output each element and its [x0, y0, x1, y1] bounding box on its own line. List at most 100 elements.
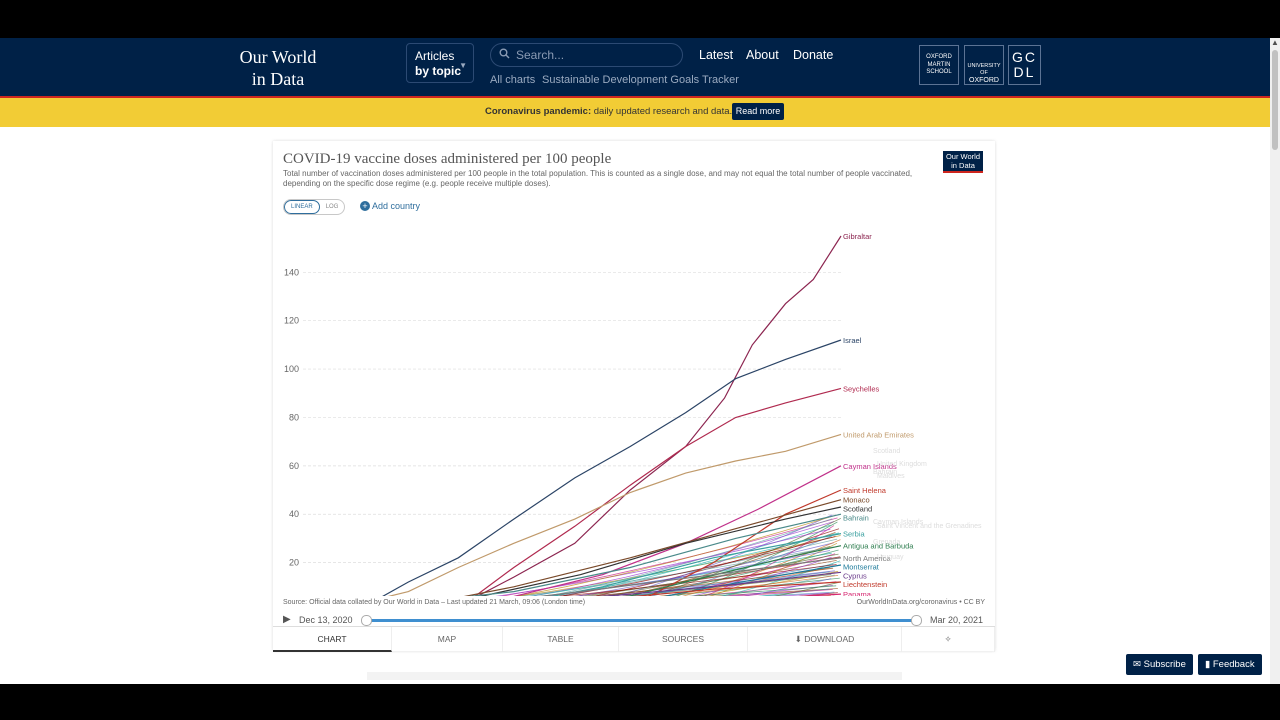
series-label: Cayman Islands: [843, 462, 897, 471]
share-button[interactable]: ✧: [902, 627, 995, 652]
banner-bold: Coronavirus pandemic:: [485, 106, 592, 117]
y-tick-label: 40: [289, 509, 299, 519]
download-icon: ⬇: [794, 634, 805, 644]
series-line: [479, 506, 842, 596]
background-country-line: [743, 578, 832, 596]
play-icon[interactable]: ▶: [283, 614, 291, 625]
background-country-line: [719, 574, 835, 596]
chart-tabs: CHART MAP TABLE SOURCES ⬇ DOWNLOAD ✧: [273, 626, 995, 652]
series-label: United Arab Emirates: [843, 430, 914, 439]
tab-map[interactable]: MAP: [392, 627, 503, 652]
background-country-line: [528, 532, 839, 596]
series-label: Israel: [843, 336, 862, 345]
y-tick-label: 80: [289, 412, 299, 422]
y-tick-label: 100: [284, 364, 299, 374]
timeline-end: Mar 20, 2021: [929, 615, 983, 625]
site-logo[interactable]: Our World in Data: [228, 46, 328, 90]
background-country-line: [530, 521, 835, 596]
logo-line-1: Our World: [239, 47, 317, 67]
background-country-line: [560, 524, 831, 596]
tab-download[interactable]: ⬇ DOWNLOAD: [748, 627, 902, 652]
series-label: Cyprus: [843, 571, 867, 580]
tab-chart[interactable]: CHART: [273, 627, 392, 652]
background-country-line: [558, 536, 836, 596]
feedback-button[interactable]: ▮ Feedback: [1198, 654, 1262, 675]
mail-icon: ✉: [1133, 659, 1144, 670]
series-line: [463, 499, 842, 596]
partner3-line1: GC: [1012, 49, 1037, 65]
add-country-label: Add country: [372, 201, 421, 211]
top-navigation: Our World in Data Articles by topic ▼ Se…: [0, 38, 1270, 96]
share-icon: ✧: [944, 634, 952, 644]
scrollbar-thumb[interactable]: [1272, 50, 1278, 150]
subscribe-button[interactable]: ✉ Subscribe: [1126, 654, 1193, 675]
banner-rest: daily updated research and data.: [591, 106, 733, 117]
linear-toggle[interactable]: LINEAR: [284, 200, 320, 214]
articles-by-topic-button[interactable]: Articles by topic ▼: [406, 43, 474, 83]
nav-latest[interactable]: Latest: [699, 48, 734, 62]
log-toggle[interactable]: LOG: [325, 204, 339, 210]
university-of-oxford-logo[interactable]: UNIVERSITY OF OXFORD: [964, 45, 1004, 85]
plus-icon: +: [360, 201, 370, 211]
gcdl-logo[interactable]: GC DL: [1008, 45, 1041, 85]
tab-sources[interactable]: SOURCES: [619, 627, 748, 652]
series-line: [538, 557, 842, 596]
faded-series-label: Saint Vincent and the Grenadines: [877, 523, 982, 530]
background-country-line: [757, 588, 830, 596]
scroll-up-icon[interactable]: ▲: [1271, 38, 1279, 47]
background-country-line: [658, 575, 839, 596]
background-country-line: [650, 535, 833, 596]
faded-series-label: Scotland: [873, 448, 900, 455]
series-line: [648, 489, 842, 596]
faded-series-label: Bahrain: [873, 469, 897, 476]
series-line: [468, 513, 842, 596]
oxford-martin-school-logo[interactable]: OXFORD MARTIN SCHOOL: [919, 45, 959, 85]
faded-series-label: Grenada: [873, 539, 900, 546]
badge-line-2: in Data: [951, 161, 975, 170]
chevron-down-icon: ▼: [459, 61, 467, 70]
logo-line-2: in Data: [251, 69, 305, 89]
series-label: Panama: [843, 590, 872, 596]
comment-icon: ▮: [1205, 659, 1213, 670]
search-input[interactable]: Search...: [490, 43, 683, 67]
series-line: [387, 433, 842, 596]
series-label: Serbia: [843, 530, 866, 539]
below-fold-content: [367, 672, 902, 680]
timeline-end-handle[interactable]: [911, 615, 922, 626]
read-more-button[interactable]: Read more: [732, 103, 784, 120]
nav-donate[interactable]: Donate: [793, 48, 834, 62]
background-country-line: [693, 570, 839, 596]
series-line: [476, 235, 842, 596]
search-icon: [499, 48, 510, 59]
partner2-line2: OXFORD: [969, 77, 999, 84]
background-country-line: [558, 564, 837, 596]
series-label: Saint Helena: [843, 486, 887, 495]
background-country-line: [615, 514, 833, 596]
series-label: Montserrat: [843, 563, 880, 572]
background-country-line: [730, 589, 833, 596]
nav-about[interactable]: About: [746, 48, 779, 62]
background-country-line: [692, 581, 837, 596]
add-country-button[interactable]: + Add country: [360, 201, 420, 211]
timeline-start: Dec 13, 2020: [299, 615, 353, 625]
chart-card: COVID-19 vaccine doses administered per …: [273, 141, 995, 652]
background-country-line: [516, 535, 841, 596]
background-country-line: [773, 581, 840, 596]
page: Our World in Data Articles by topic ▼ Se…: [0, 38, 1270, 684]
scrollbar[interactable]: ▲: [1270, 38, 1280, 684]
sdg-tracker-link[interactable]: Sustainable Development Goals Tracker: [542, 74, 739, 86]
timeline: ▶ Dec 13, 2020 Mar 20, 2021: [283, 612, 983, 628]
tab-table[interactable]: TABLE: [503, 627, 619, 652]
series-label: Bahrain: [843, 513, 869, 522]
background-country-line: [546, 518, 833, 596]
chart-svg: 020406080100120140Dec 13, 2020Dec 26, 20…: [284, 232, 982, 596]
background-country-line: [545, 538, 838, 596]
all-charts-link[interactable]: All charts: [490, 74, 536, 86]
timeline-track[interactable]: [365, 619, 915, 622]
timeline-start-handle[interactable]: [361, 615, 372, 626]
owid-badge-logo[interactable]: Our World in Data: [943, 151, 983, 173]
faded-series-label: Cayman Islands: [873, 519, 924, 526]
chart-source-url[interactable]: OurWorldInData.org/coronavirus • CC BY: [856, 599, 985, 606]
background-country-line: [500, 517, 838, 596]
coronavirus-banner: Coronavirus pandemic: daily updated rese…: [0, 96, 1270, 127]
